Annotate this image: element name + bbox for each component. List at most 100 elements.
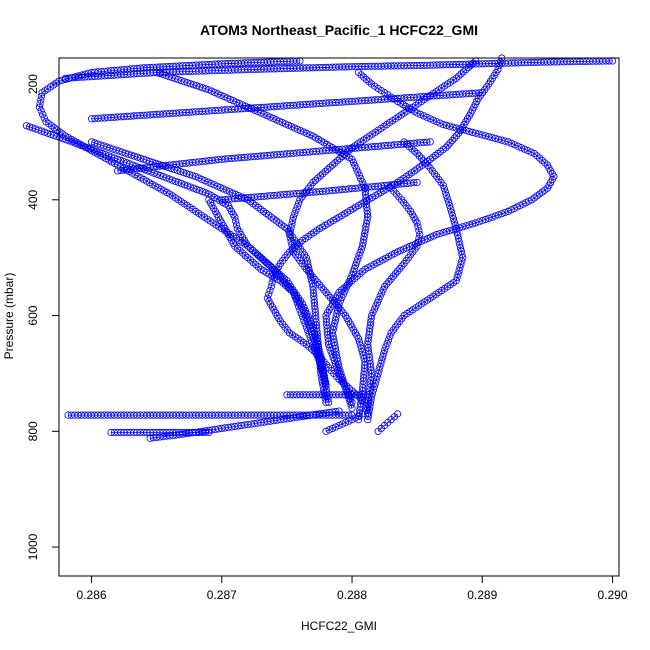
data-point xyxy=(398,262,406,270)
data-point xyxy=(364,391,372,399)
data-point xyxy=(360,391,368,399)
data-point xyxy=(296,306,304,314)
data-point xyxy=(349,268,357,276)
data-point xyxy=(298,300,307,308)
data-point xyxy=(232,217,240,225)
data-point xyxy=(305,343,313,351)
data-point xyxy=(226,95,234,104)
data-point xyxy=(265,211,273,219)
data-point xyxy=(68,138,76,146)
data-point xyxy=(488,213,496,221)
data-point xyxy=(370,305,379,313)
data-point xyxy=(459,254,467,262)
data-point xyxy=(322,288,330,296)
data-point xyxy=(420,112,428,120)
data-point xyxy=(104,152,113,160)
data-point xyxy=(453,273,461,282)
data-point xyxy=(92,147,100,155)
data-point xyxy=(416,110,424,119)
data-point xyxy=(452,132,461,140)
data-point xyxy=(101,151,110,159)
x-tick-label: 0.287 xyxy=(207,588,237,602)
data-point xyxy=(314,174,322,182)
data-point xyxy=(222,186,230,194)
data-point xyxy=(475,89,483,97)
data-point xyxy=(320,286,328,294)
data-point xyxy=(65,137,73,145)
data-series xyxy=(22,122,330,389)
data-point xyxy=(298,313,307,321)
data-point xyxy=(352,391,360,399)
data-point xyxy=(39,110,47,119)
data-point xyxy=(426,138,434,146)
data-point xyxy=(316,172,324,180)
data-point xyxy=(339,290,347,298)
plot-frame xyxy=(58,57,620,577)
data-point xyxy=(491,134,499,142)
data-series xyxy=(374,410,402,435)
data-point xyxy=(452,124,460,132)
data-point xyxy=(322,427,330,435)
data-point xyxy=(236,247,244,255)
data-point xyxy=(462,222,470,230)
data-point xyxy=(383,339,391,347)
plot-area xyxy=(22,54,617,442)
data-point xyxy=(356,248,364,257)
data-point xyxy=(543,184,552,192)
data-point xyxy=(354,168,362,176)
data-point xyxy=(244,254,252,262)
data-point xyxy=(377,359,385,368)
data-point xyxy=(345,277,353,286)
data-point xyxy=(358,267,366,276)
data-point xyxy=(447,208,456,216)
data-point xyxy=(124,150,132,158)
data-point xyxy=(351,162,359,170)
data-point xyxy=(37,107,45,115)
data-point xyxy=(263,259,271,268)
data-point xyxy=(354,68,363,77)
data-point xyxy=(306,333,314,342)
data-point xyxy=(472,129,480,137)
data-point xyxy=(339,376,347,384)
data-point xyxy=(498,136,506,144)
data-point xyxy=(233,244,241,252)
data-point xyxy=(291,292,299,300)
data-point xyxy=(360,73,368,81)
data-point xyxy=(293,299,301,307)
data-point xyxy=(413,219,421,227)
data-point xyxy=(279,279,287,287)
data-point xyxy=(511,141,519,149)
data-point xyxy=(414,238,422,246)
data-point xyxy=(348,416,356,424)
data-point xyxy=(356,391,364,399)
data-point xyxy=(199,84,207,92)
data-point xyxy=(459,126,467,134)
data-point xyxy=(429,116,437,124)
data-point xyxy=(358,410,366,418)
data-point xyxy=(393,267,402,275)
chart-title: ATOM3 Northeast_Pacific_1 HCFC22_GMI xyxy=(200,22,478,38)
data-point xyxy=(423,138,431,146)
data-point xyxy=(448,211,457,220)
data-point xyxy=(265,290,273,298)
data-point xyxy=(376,363,384,371)
data-point xyxy=(77,141,85,149)
data-point xyxy=(433,118,441,126)
data-point xyxy=(451,221,459,229)
data-point xyxy=(91,139,99,147)
data-point xyxy=(298,236,307,244)
data-point xyxy=(459,223,467,231)
data-point xyxy=(249,246,257,254)
data-point xyxy=(436,230,444,238)
data-point xyxy=(98,149,107,158)
data-point xyxy=(352,165,360,173)
data-point xyxy=(38,89,46,97)
data-series xyxy=(285,57,480,424)
data-point xyxy=(496,58,505,66)
data-point xyxy=(364,416,372,424)
data-point xyxy=(387,275,395,283)
data-point xyxy=(358,242,366,250)
data-point xyxy=(106,144,114,152)
data-point xyxy=(416,230,424,239)
data-point xyxy=(468,220,477,228)
